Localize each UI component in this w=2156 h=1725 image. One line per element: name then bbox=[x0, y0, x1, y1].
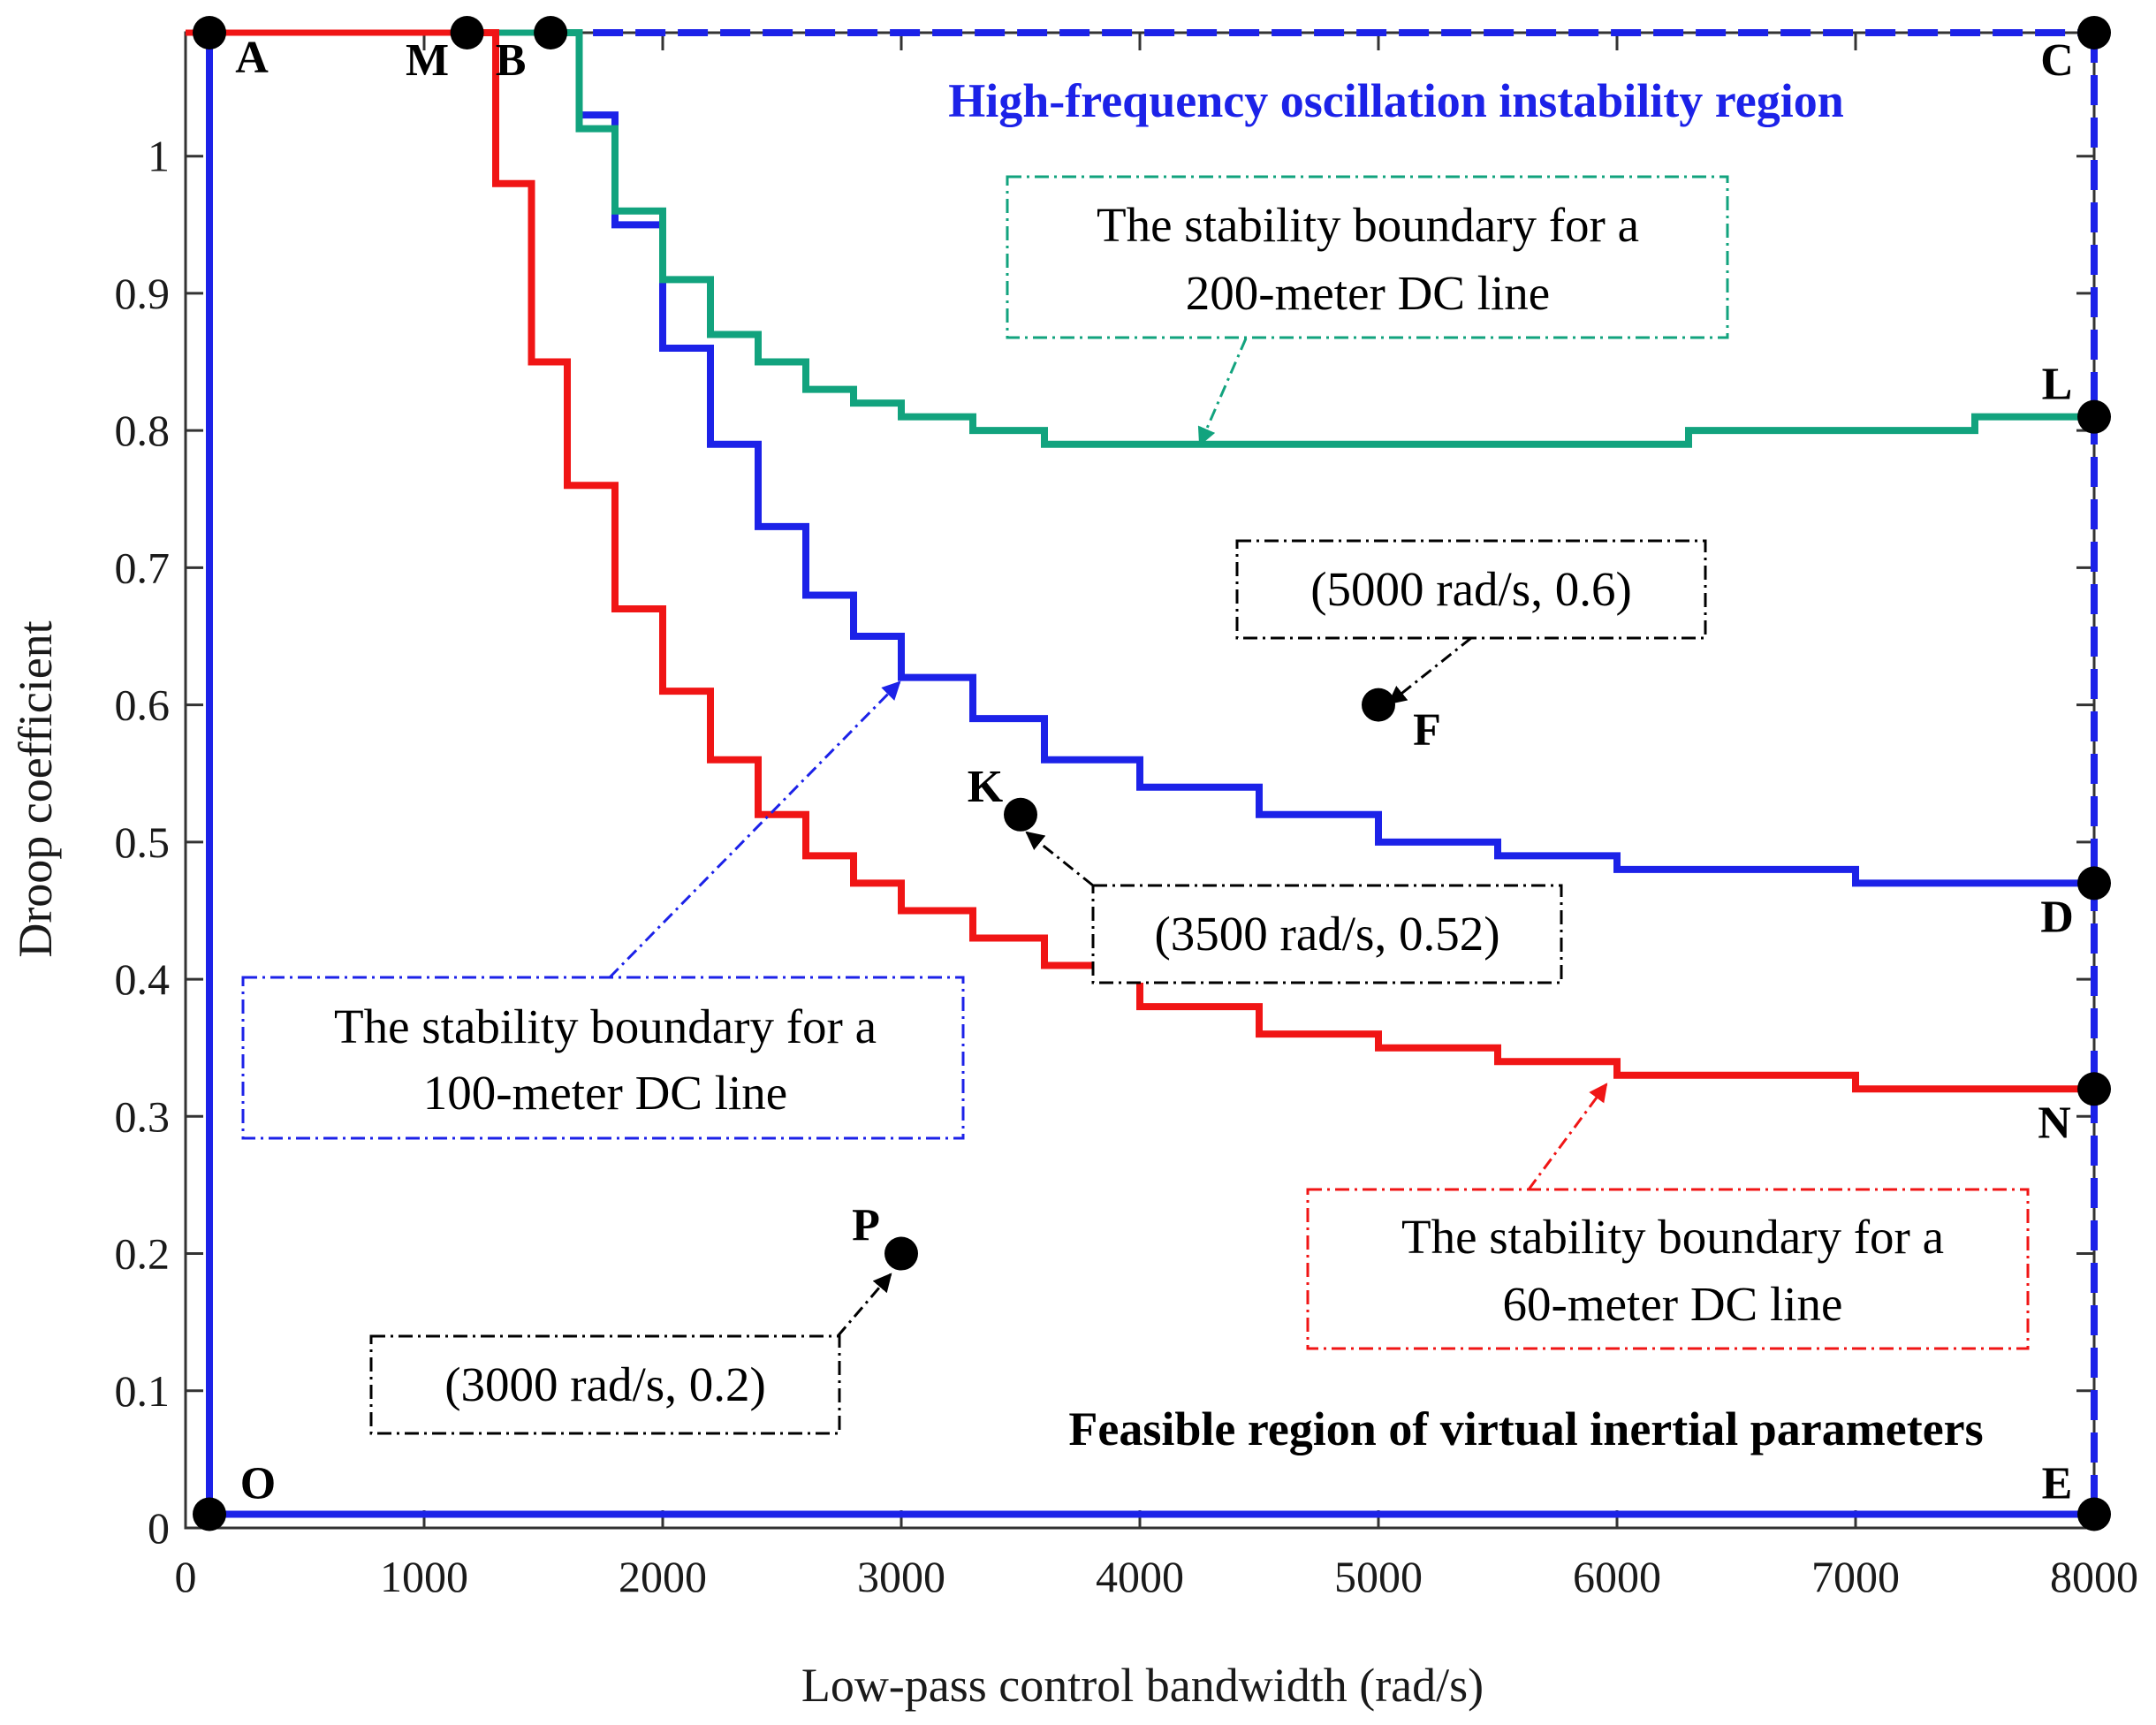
point-M bbox=[450, 16, 484, 49]
point-D bbox=[2077, 866, 2111, 900]
point-label-F: F bbox=[1413, 705, 1441, 756]
y-tick-label: 0.3 bbox=[115, 1091, 171, 1141]
x-tick-label: 0 bbox=[175, 1552, 197, 1601]
feasible-region-label: Feasible region of virtual inertial para… bbox=[1068, 1402, 1983, 1455]
y-tick-label: 0.5 bbox=[115, 817, 171, 867]
p-arrow bbox=[836, 1273, 892, 1337]
point-label-L: L bbox=[2042, 360, 2073, 410]
y-tick-label: 0.9 bbox=[115, 269, 171, 318]
green-box-line-1: The stability boundary for a bbox=[1097, 198, 1639, 252]
point-F bbox=[1362, 688, 1395, 722]
x-tick-label: 8000 bbox=[2050, 1552, 2138, 1601]
f-box-text: (5000 rad/s, 0.6) bbox=[1310, 562, 1632, 616]
points-layer: A M B C L D N E O F K P bbox=[193, 16, 2111, 1531]
red-box-line-1: The stability boundary for a bbox=[1401, 1210, 1944, 1264]
f-box-frame bbox=[1235, 539, 1707, 640]
point-label-C: C bbox=[2040, 35, 2074, 86]
y-tick-label: 0 bbox=[148, 1503, 170, 1553]
x-tick-label: 4000 bbox=[1096, 1552, 1184, 1601]
x-tick-label: 1000 bbox=[380, 1552, 468, 1601]
y-tick-label: 1 bbox=[148, 132, 170, 181]
point-label-D: D bbox=[2040, 892, 2074, 942]
green-box-line-2: 200-meter DC line bbox=[1186, 266, 1550, 320]
x-tick-label: 2000 bbox=[619, 1552, 707, 1601]
k-arrow bbox=[1025, 831, 1094, 887]
y-tick-label: 0.1 bbox=[115, 1366, 171, 1416]
p-box-frame bbox=[369, 1334, 841, 1435]
y-tick-label: 0.4 bbox=[115, 954, 171, 1004]
red-box-frame bbox=[1306, 1188, 2030, 1350]
point-P bbox=[884, 1236, 918, 1271]
axis-tick-labels: 0 1000 2000 3000 4000 5000 6000 7000 8000 0 0.1 0.2… bbox=[115, 132, 2139, 1601]
point-label-K: K bbox=[968, 762, 1004, 812]
red-arrow bbox=[1527, 1083, 1608, 1190]
point-label-N: N bbox=[2038, 1098, 2071, 1148]
series-layer bbox=[467, 29, 2094, 1093]
point-B bbox=[534, 16, 568, 49]
point-O bbox=[193, 1497, 226, 1531]
green-box-frame bbox=[1006, 175, 1729, 339]
region-boundary bbox=[186, 29, 2098, 1518]
series-line-3 bbox=[550, 29, 2094, 448]
y-tick-label: 0.8 bbox=[115, 406, 171, 455]
point-label-P: P bbox=[852, 1201, 880, 1251]
point-label-M: M bbox=[406, 35, 449, 86]
point-label-B: B bbox=[496, 35, 527, 86]
red-box-line-2: 60-meter DC line bbox=[1503, 1277, 1843, 1331]
f-arrow bbox=[1387, 636, 1472, 705]
x-tick-label: 6000 bbox=[1573, 1552, 1661, 1601]
y-axis-label: Droop coefficient bbox=[9, 620, 62, 957]
k-box-text: (3500 rad/s, 0.52) bbox=[1154, 907, 1499, 961]
y-tick-label: 0.2 bbox=[115, 1229, 171, 1279]
blue-box-line-2: 100-meter DC line bbox=[423, 1066, 787, 1120]
blue-arrow bbox=[608, 680, 901, 979]
x-axis-label: Low-pass control bandwidth (rad/s) bbox=[801, 1659, 1484, 1712]
point-label-E: E bbox=[2042, 1458, 2073, 1508]
x-tick-label: 5000 bbox=[1334, 1552, 1423, 1601]
series-line-2 bbox=[550, 29, 2094, 887]
point-N bbox=[2077, 1072, 2111, 1106]
point-label-O: O bbox=[240, 1458, 276, 1508]
y-tick-label: 0.6 bbox=[115, 680, 171, 730]
y-tick-label: 0.7 bbox=[115, 543, 171, 592]
point-L bbox=[2077, 399, 2111, 434]
green-arrow bbox=[1197, 338, 1248, 446]
blue-box-line-1: The stability boundary for a bbox=[334, 999, 877, 1053]
point-E bbox=[2077, 1497, 2111, 1531]
high-frequency-region-label: High-frequency oscillation instability r… bbox=[948, 74, 1844, 127]
x-tick-label: 3000 bbox=[857, 1552, 945, 1601]
k-box-frame bbox=[1091, 884, 1563, 984]
point-A bbox=[193, 16, 226, 49]
point-label-A: A bbox=[235, 33, 269, 83]
point-K bbox=[1004, 797, 1037, 832]
series-line-1 bbox=[467, 29, 2094, 1093]
blue-box-frame bbox=[241, 976, 965, 1140]
x-tick-label: 7000 bbox=[1811, 1552, 1900, 1601]
point-C bbox=[2077, 16, 2111, 49]
p-box-text: (3000 rad/s, 0.2) bbox=[444, 1357, 766, 1411]
